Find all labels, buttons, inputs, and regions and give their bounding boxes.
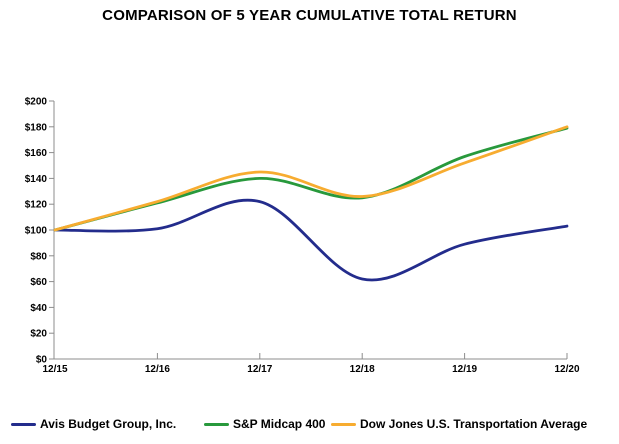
x-axis-tick-label: 12/18 xyxy=(350,364,375,375)
x-axis-tick-label: 12/19 xyxy=(452,364,477,375)
x-axis-tick-label: 12/15 xyxy=(42,364,67,375)
legend-line-swatch xyxy=(204,422,229,426)
series-line-2 xyxy=(53,125,569,232)
y-axis-tick-label: $160 xyxy=(25,148,48,159)
y-axis-tick-label: $60 xyxy=(30,277,47,288)
y-axis-tick-label: $20 xyxy=(30,329,47,340)
x-axis-tick-label: 12/17 xyxy=(247,364,272,375)
y-axis-tick-label: $120 xyxy=(25,200,48,211)
series-line-1 xyxy=(53,126,569,232)
y-axis-tick-label: $140 xyxy=(25,174,48,185)
y-axis-tick-label: $180 xyxy=(25,122,48,133)
line-chart: $0 $20 $40 $60 $80 $100 $120 $140 $160 $180 $200 12… xyxy=(25,97,580,376)
y-axis-tick-label: $0 xyxy=(36,355,48,366)
legend-line-swatch xyxy=(11,422,36,426)
y-axis-tick-label: $40 xyxy=(30,303,47,314)
y-axis-tick-label: $80 xyxy=(30,251,47,262)
legend-label: Dow Jones U.S. Transportation Average xyxy=(360,417,588,431)
x-axis-tick-label: 12/20 xyxy=(554,364,579,375)
legend-line-swatch xyxy=(331,422,356,426)
y-axis-tick-label: $100 xyxy=(25,226,48,237)
series-line-0 xyxy=(53,198,569,282)
legend-label: S&P Midcap 400 xyxy=(233,417,326,431)
x-axis-tick-label: 12/16 xyxy=(145,364,170,375)
chart-legend: Avis Budget Group, Inc. S&P Midcap 400 Dow… xyxy=(0,416,619,436)
y-axis-tick-label: $200 xyxy=(25,97,48,108)
legend-item-0: Avis Budget Group, Inc. xyxy=(11,416,176,432)
legend-label: Avis Budget Group, Inc. xyxy=(40,417,177,431)
legend-item-1: S&P Midcap 400 xyxy=(204,416,325,432)
chart-title: COMPARISON OF 5 YEAR CUMULATIVE TOTAL RE… xyxy=(102,7,517,24)
legend-item-2: Dow Jones U.S. Transportation Average xyxy=(331,416,587,432)
